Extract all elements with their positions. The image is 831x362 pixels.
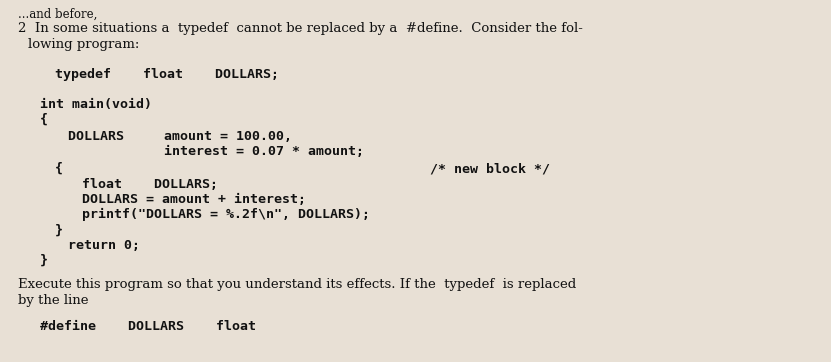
Text: by the line: by the line [18, 294, 88, 307]
Text: #define    DOLLARS    float: #define DOLLARS float [40, 320, 256, 333]
Text: DOLLARS     amount = 100.00,: DOLLARS amount = 100.00, [68, 130, 292, 143]
Text: return 0;: return 0; [68, 239, 140, 252]
Text: }: } [40, 254, 48, 267]
Text: printf("DOLLARS = %.2f\n", DOLLARS);: printf("DOLLARS = %.2f\n", DOLLARS); [82, 208, 370, 221]
Text: float    DOLLARS;: float DOLLARS; [82, 178, 218, 191]
Text: /* new block */: /* new block */ [430, 162, 550, 175]
Text: 2  In some situations a  typedef  cannot be replaced by a  #define.  Consider th: 2 In some situations a typedef cannot be… [18, 22, 583, 35]
Text: }: } [55, 224, 63, 237]
Text: {: { [55, 162, 63, 175]
Text: typedef    float    DOLLARS;: typedef float DOLLARS; [55, 68, 279, 81]
Text: lowing program:: lowing program: [28, 38, 140, 51]
Text: {: { [40, 113, 48, 126]
Text: ...and before,: ...and before, [18, 8, 97, 21]
Text: Execute this program so that you understand its effects. If the  typedef  is rep: Execute this program so that you underst… [18, 278, 576, 291]
Text: interest = 0.07 * amount;: interest = 0.07 * amount; [68, 145, 364, 158]
Text: DOLLARS = amount + interest;: DOLLARS = amount + interest; [82, 193, 306, 206]
Text: int main(void): int main(void) [40, 98, 152, 111]
